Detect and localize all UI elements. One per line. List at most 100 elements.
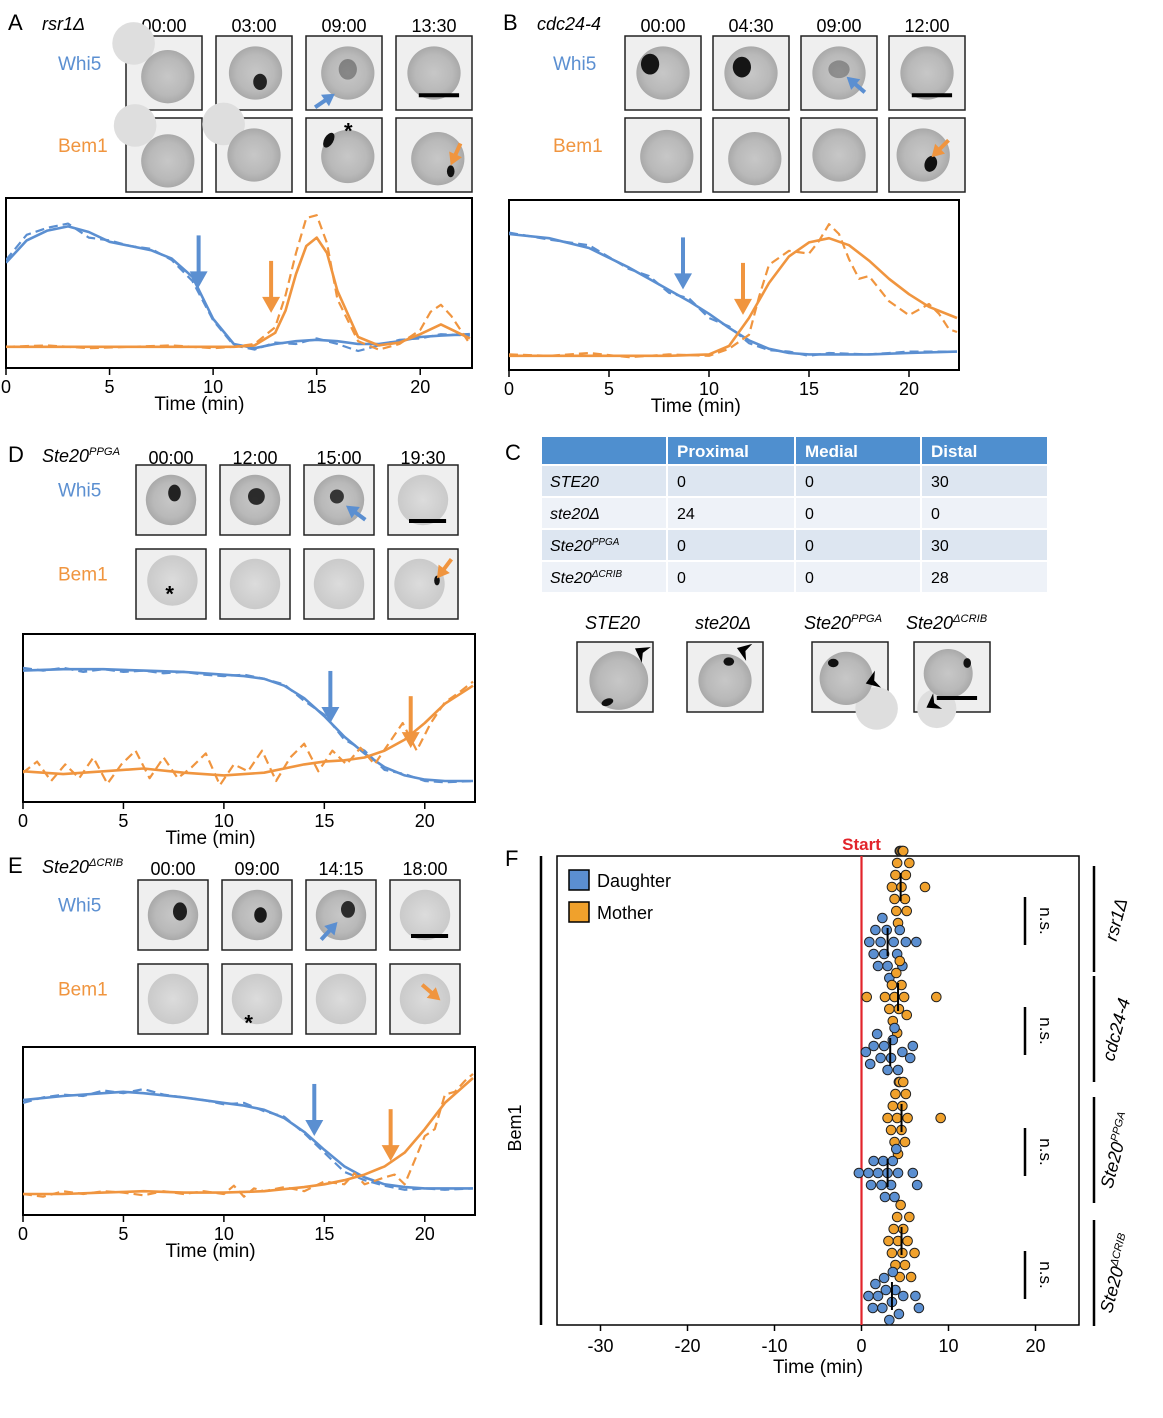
panel-letter: D bbox=[8, 442, 24, 467]
mother-point bbox=[935, 1112, 946, 1124]
table-row-strain-sup: ΔCRIB bbox=[591, 569, 623, 580]
daughter-point bbox=[900, 936, 912, 948]
daughter-point bbox=[893, 1308, 905, 1320]
timepoint-label: 04:30 bbox=[728, 16, 773, 36]
whi5-tile-3 bbox=[395, 35, 473, 111]
daughter-point bbox=[907, 1040, 919, 1052]
mother-point bbox=[886, 881, 898, 893]
indicator-arrow bbox=[313, 93, 335, 109]
event-arrow-1 bbox=[401, 696, 420, 749]
bem1-tile-3 bbox=[387, 548, 459, 620]
table-column-header: Proximal bbox=[677, 442, 749, 461]
daughter-point bbox=[853, 1167, 865, 1179]
whi5-tile-2 bbox=[305, 35, 383, 111]
arrowhead-marker bbox=[736, 643, 753, 661]
strain-image-0 bbox=[576, 641, 654, 713]
daughter-point bbox=[860, 1046, 872, 1058]
group-3: n.s. Ste20ΔCRIB bbox=[863, 1199, 1129, 1326]
y-axis-label: Bem1 bbox=[505, 1104, 525, 1151]
panel-E: E Ste20ΔCRIB 00:00 09:00 14:15 18:00 Whi5 Bem1 * bbox=[8, 853, 461, 1036]
x-tick-label: 15 bbox=[314, 811, 334, 831]
daughter-point bbox=[867, 1302, 879, 1314]
mother-point bbox=[884, 1003, 895, 1015]
daughter-point bbox=[863, 1290, 874, 1302]
whi5-row-label: Whi5 bbox=[58, 896, 101, 917]
chart-B: 0 5 10 15 20 Time (min) bbox=[504, 199, 960, 417]
daughter-point bbox=[870, 1278, 881, 1290]
x-tick-label: 20 bbox=[410, 377, 430, 397]
plot-frame bbox=[22, 1046, 476, 1216]
series-line-0 bbox=[23, 667, 473, 783]
group-label: Ste20PPGA bbox=[1096, 1110, 1135, 1190]
strain-label-name: Ste20 bbox=[42, 446, 89, 466]
strain-image-1 bbox=[686, 641, 764, 713]
daughter-point bbox=[885, 1179, 897, 1191]
mother-point bbox=[904, 1211, 915, 1223]
nucleus-spot bbox=[828, 60, 850, 79]
x-axis-label: Time (min) bbox=[166, 828, 256, 849]
timepoint-label: 12:00 bbox=[232, 448, 277, 468]
legend-swatch bbox=[568, 901, 590, 923]
bem1-tile-2 bbox=[303, 548, 375, 620]
bem1-patch bbox=[924, 155, 938, 172]
daughter-point bbox=[887, 1155, 899, 1167]
mother-point bbox=[897, 1076, 909, 1088]
start-label: Start bbox=[842, 835, 881, 854]
whi5-row-label: Whi5 bbox=[58, 54, 101, 75]
x-axis-label: Time (min) bbox=[773, 1357, 863, 1378]
bem1-patch bbox=[601, 698, 614, 707]
table-cell: 30 bbox=[931, 538, 949, 555]
strain-label: rsr1Δ bbox=[42, 14, 85, 34]
indicator-arrow bbox=[931, 138, 950, 158]
mother-point bbox=[888, 1223, 899, 1235]
group-1: n.s. cdc24-4 bbox=[860, 955, 1134, 1082]
mother-point bbox=[894, 955, 906, 967]
table-row-strain-name: ste20Δ bbox=[550, 506, 600, 523]
x-tick-label: 15 bbox=[307, 377, 327, 397]
x-tick-label: 10 bbox=[214, 811, 234, 831]
timepoint-label: 09:00 bbox=[816, 16, 861, 36]
event-arrow-1 bbox=[734, 262, 752, 315]
table-row-strain-name: Ste20 bbox=[550, 538, 592, 555]
daughter-point bbox=[882, 1064, 893, 1076]
bem1-tile-3 bbox=[888, 117, 966, 193]
timepoint-label: 18:00 bbox=[402, 859, 447, 879]
mother-point bbox=[895, 1199, 906, 1211]
bem1-row-label: Bem1 bbox=[58, 565, 108, 586]
daughter-point bbox=[888, 936, 899, 948]
x-tick-label: -30 bbox=[587, 1336, 613, 1356]
whi5-tile-3 bbox=[387, 464, 459, 536]
whi5-tile-1 bbox=[712, 35, 790, 111]
asterisk: * bbox=[244, 1011, 253, 1036]
panel-letter: C bbox=[505, 440, 521, 465]
x-axis-label: Time (min) bbox=[651, 396, 741, 417]
chart-D: 0 5 10 15 20 Time (min) bbox=[18, 633, 476, 849]
daughter-point bbox=[904, 1052, 916, 1064]
indicator-arrow bbox=[437, 558, 453, 579]
legend-label: Mother bbox=[597, 903, 653, 923]
image-label-name: STE20 bbox=[585, 613, 640, 633]
table-cell: 0 bbox=[805, 538, 814, 555]
bem1-tile-2 bbox=[305, 963, 377, 1035]
x-tick-label: 15 bbox=[314, 1224, 334, 1244]
indicator-arrow bbox=[420, 983, 441, 1001]
whi5-tile-1 bbox=[215, 35, 293, 111]
mother-point bbox=[891, 905, 902, 917]
timepoint-label: 09:00 bbox=[234, 859, 279, 879]
bem1-patch bbox=[434, 575, 440, 586]
daughter-point bbox=[911, 936, 922, 948]
daughter-point bbox=[878, 1272, 890, 1284]
timepoint-label: 19:30 bbox=[400, 448, 445, 468]
table-row-strain-name: Ste20 bbox=[550, 570, 592, 587]
mother-point bbox=[901, 1009, 913, 1021]
strain-image-2 bbox=[811, 641, 898, 730]
table-cell: 0 bbox=[805, 506, 814, 523]
mother-point bbox=[909, 1247, 920, 1259]
mother-point bbox=[919, 881, 931, 893]
daughter-point bbox=[863, 1167, 874, 1179]
mother-point bbox=[883, 1235, 894, 1247]
daughter-point bbox=[897, 1046, 908, 1058]
mother-point bbox=[885, 1124, 897, 1136]
mother-point bbox=[901, 905, 913, 917]
